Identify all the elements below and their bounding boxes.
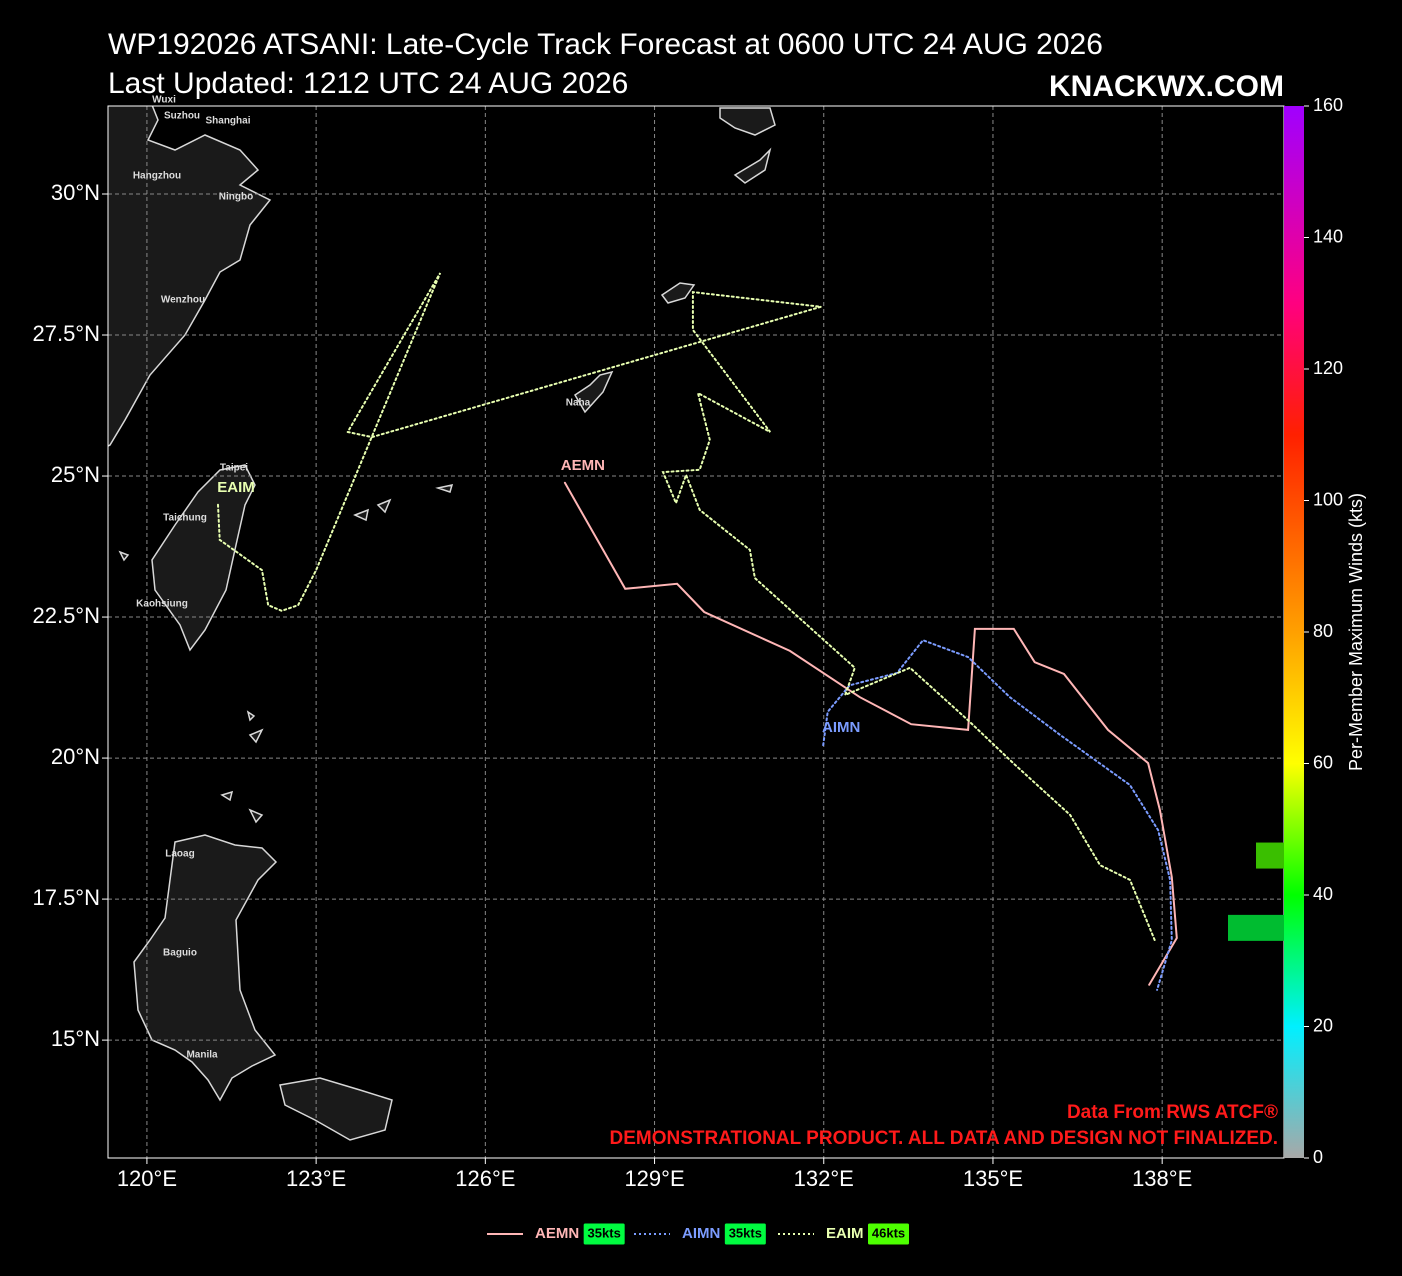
colorbar [1284,106,1304,1158]
city-label: Baguio [163,948,197,959]
y-tick-label: 17.5°N [32,885,100,910]
title: WP192026 ATSANI: Late-Cycle Track Foreca… [108,28,1103,61]
legend-wind-box [867,1222,910,1246]
colorbar-tick-label: 100 [1313,489,1343,509]
city-label: Kaohsiung [136,599,188,610]
subtitle: Last Updated: 1212 UTC 24 AUG 2026 [108,67,628,100]
small-islands [118,484,454,824]
y-tick-label: 25°N [51,462,100,487]
track-line [563,481,1178,986]
track-label: EAIM [217,479,255,496]
city-label: Hangzhou [133,171,181,182]
legend-wind-label: 35kts [729,1225,762,1240]
colorbar-label: Per-Member Maximum Winds (kts) [1346,493,1366,771]
member-intensity-bar [1256,842,1284,869]
colorbar-tick-label: 160 [1313,95,1343,115]
colorbar-tick-label: 140 [1313,226,1343,246]
x-tick-label: 132°E [794,1166,854,1191]
luzon [133,834,278,1102]
legend-label: EAIM [826,1225,864,1242]
track-label: AEMN [561,457,605,474]
colorbar-tick-label: 20 [1313,1015,1333,1035]
city-label: Taichung [163,513,207,524]
colorbar-tick-label: 60 [1313,752,1333,772]
legend-label: AIMN [682,1225,720,1242]
y-tick-label: 22.5°N [32,603,100,628]
city-label: Ningbo [219,192,253,203]
disclaimer: DEMONSTRATIONAL PRODUCT. ALL DATA AND DE… [610,1128,1279,1149]
taiwan [151,464,256,652]
city-label: Wuxi [152,95,176,106]
city-label: Laoag [165,849,194,860]
grid [108,106,1284,1158]
x-tick-label: 138°E [1132,1166,1192,1191]
track-line [217,272,1156,942]
legend-wind-box [723,1222,767,1246]
x-tick-label: 126°E [455,1166,515,1191]
colorbar-tick-label: 80 [1313,621,1333,641]
city-label: Shanghai [205,116,250,127]
city-label: Naha [566,398,591,409]
colorbar-tick-label: 40 [1313,884,1333,904]
colorbar-tick-label: 0 [1313,1147,1323,1167]
x-tick-label: 123°E [286,1166,346,1191]
city-label: Taipei [220,463,248,474]
colorbar-tick-label: 120 [1313,358,1343,378]
legend-wind-label: 35kts [588,1225,621,1240]
brand: KNACKWX.COM [1049,70,1284,103]
legend-label: AEMN [535,1225,579,1242]
china-coast [108,106,272,447]
track-label: AIMN [822,719,860,736]
amami [660,282,696,304]
x-tick-label: 135°E [963,1166,1023,1191]
x-tick-label: 120°E [117,1166,177,1191]
x-tick-label: 129°E [624,1166,684,1191]
y-tick-label: 27.5°N [32,321,100,346]
y-tick-label: 20°N [51,744,100,769]
track-line [822,639,1173,991]
legend-wind-box [582,1222,626,1246]
land [108,106,776,1141]
city-label: Manila [186,1050,218,1061]
legend-wind-label: 46kts [872,1225,905,1240]
y-tick-label: 15°N [51,1026,100,1051]
member-intensity-bar [1228,914,1284,941]
tracks [217,272,1178,991]
visayas [279,1077,393,1141]
city-label: Wenzhou [161,295,205,306]
city-label: Suzhou [164,111,200,122]
source-note: Data From RWS ATCF® [1067,1102,1278,1123]
okinawa [573,370,614,414]
y-tick-label: 30°N [51,180,100,205]
kyushu-islands [719,107,776,184]
